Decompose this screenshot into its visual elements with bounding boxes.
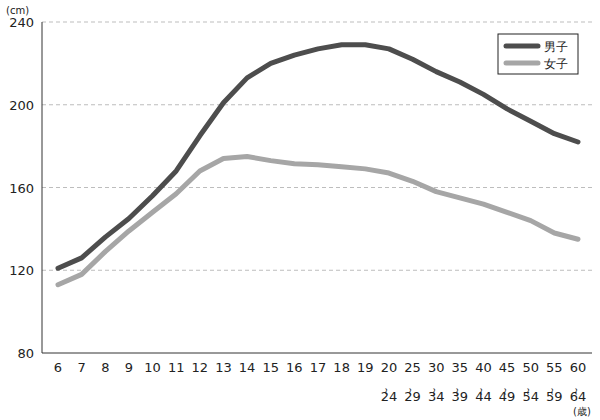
x-tick-label: 35～39 [451, 360, 468, 404]
series-line [58, 45, 578, 268]
x-tick-part: 35 [452, 360, 469, 375]
grid-line [42, 22, 592, 23]
x-tick-part: 44 [475, 389, 492, 404]
x-tick-part: 45 [499, 360, 516, 375]
chart-svg: 80 120 160 200 240(cm) 67 8 9 10 11 12 13 14 15 16 17 18… [0, 0, 600, 420]
x-tick-label: 8 [101, 360, 109, 375]
x-axis [42, 353, 592, 354]
x-tick-label: 11 [168, 360, 185, 375]
grid-line [42, 104, 592, 105]
legend-swatch [506, 61, 538, 66]
x-tick-part: 20 [381, 360, 398, 375]
series-line [58, 156, 578, 284]
x-tick-label: 25～29 [404, 360, 421, 404]
x-tick-label: 30～34 [428, 360, 445, 404]
y-tick-label: 200 [9, 98, 34, 113]
x-tick-part: 29 [404, 389, 421, 404]
x-tick-label: 40～44 [475, 360, 492, 404]
x-tick-part: 30 [428, 360, 445, 375]
x-tick-part: 64 [570, 389, 587, 404]
x-tick-label: 55～59 [546, 360, 563, 404]
legend-swatch [506, 44, 538, 49]
legend-label: 男子 [544, 40, 568, 54]
y-axis [42, 22, 43, 353]
x-tick-part: 25 [404, 360, 421, 375]
x-tick-part: 40 [475, 360, 492, 375]
x-tick-part: 50 [522, 360, 539, 375]
x-tick-label: 6 [54, 360, 62, 375]
y-tick-label: 240 [9, 15, 34, 30]
x-tick-label: 16 [286, 360, 303, 375]
x-tick-part: 54 [522, 389, 539, 404]
grid-line [42, 187, 592, 188]
y-axis-label: (cm) [6, 5, 29, 16]
x-tick-part: 34 [428, 389, 445, 404]
legend-box [498, 34, 578, 74]
x-tick-label: 17 [310, 360, 327, 375]
x-tick-part: 39 [452, 389, 469, 404]
y-tick-label: 160 [9, 181, 34, 196]
x-tick-label: 20～24 [380, 360, 397, 404]
x-axis-label: (歳) [573, 406, 591, 417]
y-tick-label: 80 [17, 346, 34, 361]
x-tick-label: 18 [333, 360, 350, 375]
x-tick-label: 9 [125, 360, 133, 375]
lines-group [58, 45, 578, 285]
x-tick-label: 10 [144, 360, 161, 375]
x-tick-part: 49 [499, 389, 516, 404]
x-tick-part: 24 [381, 389, 398, 404]
x-tick-part: 59 [546, 389, 563, 404]
chart-container: 80 120 160 200 240(cm) 67 8 9 10 11 12 13 14 15 16 17 18… [0, 0, 600, 420]
x-tick-label: 45～49 [499, 360, 516, 404]
x-tick-label: 50～54 [522, 360, 539, 404]
x-tick-part: 55 [546, 360, 563, 375]
y-tick-label: 120 [9, 263, 34, 278]
x-tick-label: 19 [357, 360, 374, 375]
legend-label: 女子 [544, 57, 568, 71]
x-tick-label: 7 [77, 360, 85, 375]
x-tick-label: 15 [262, 360, 279, 375]
x-tick-label: 60～64 [570, 360, 587, 404]
x-tick-label: 13 [215, 360, 232, 375]
x-tick-label: 12 [192, 360, 209, 375]
legend: 男子女子 [498, 34, 578, 74]
grid-line [42, 270, 592, 271]
x-tick-part: 60 [570, 360, 587, 375]
x-tick-label: 14 [239, 360, 256, 375]
